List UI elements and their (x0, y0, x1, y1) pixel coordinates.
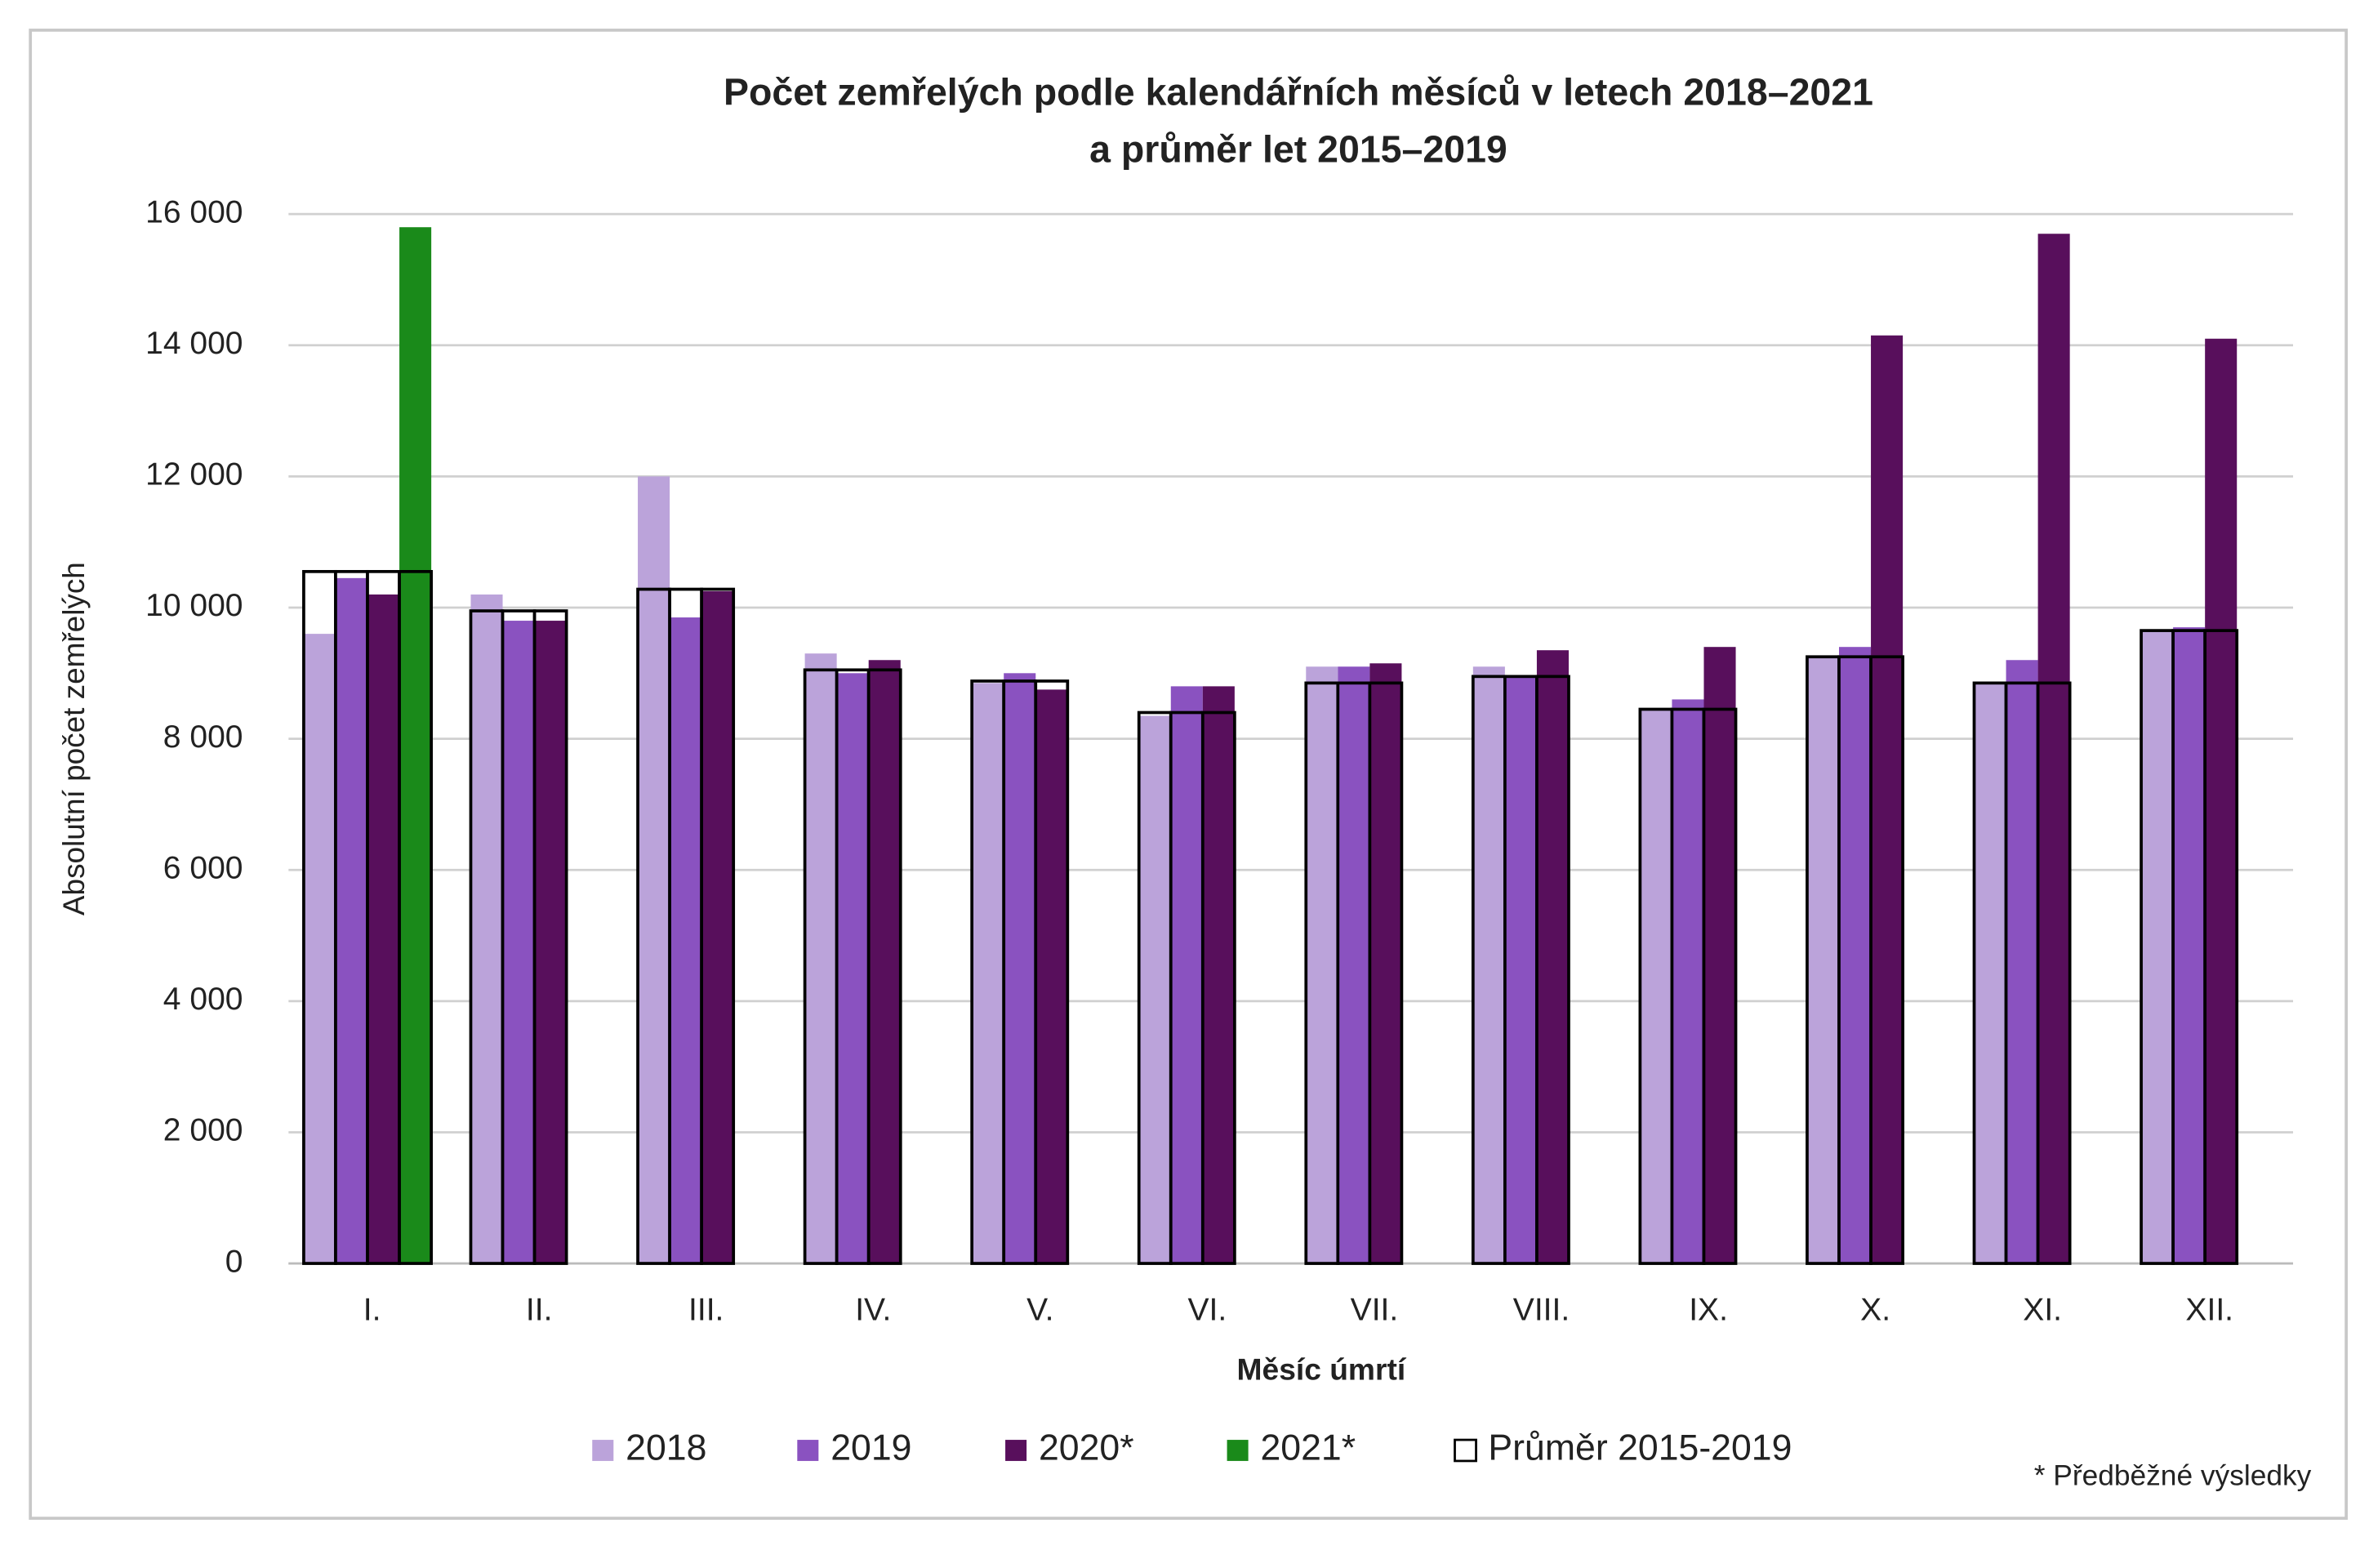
bar (1806, 657, 1839, 1264)
legend-swatch (592, 1440, 614, 1461)
bar (1504, 676, 1537, 1264)
bar (1871, 335, 1904, 1264)
average-bar-outline (398, 569, 433, 1265)
bar (1138, 715, 1171, 1264)
x-tick-label: XII. (2185, 1293, 2233, 1328)
bar (1306, 666, 1338, 1264)
legend-label: 2019 (830, 1428, 911, 1468)
x-tick-label: III. (688, 1293, 724, 1328)
bar (399, 227, 432, 1264)
bar (1838, 647, 1872, 1264)
x-tick-label: II. (526, 1293, 553, 1328)
x-tick-label: IV. (855, 1293, 891, 1328)
x-tick-label: IX. (1689, 1293, 1728, 1328)
bar (2006, 660, 2038, 1264)
bar (804, 653, 837, 1264)
y-tick-label: 12 000 (145, 457, 243, 492)
average-bar-outline (2036, 681, 2072, 1265)
bar (638, 476, 670, 1264)
bar (1640, 709, 1672, 1264)
bar (1004, 673, 1036, 1264)
bar (1536, 650, 1569, 1264)
bar (367, 594, 400, 1264)
legend-swatch (797, 1440, 819, 1461)
bar (2173, 627, 2206, 1264)
legend-swatch (1227, 1440, 1249, 1461)
x-tick-label: X. (1860, 1293, 1890, 1328)
legend-label: Průměr 2015-2019 (1488, 1428, 1792, 1468)
footnote: * Předběžné výsledky (2034, 1460, 2312, 1492)
x-tick-label: V. (1026, 1293, 1053, 1328)
legend-swatch (1005, 1440, 1027, 1461)
bar (1672, 699, 1704, 1264)
x-tick-label: XI. (2023, 1293, 2062, 1328)
bar (670, 617, 702, 1264)
average-bar-outline (1034, 679, 1070, 1265)
y-tick-label: 8 000 (163, 719, 243, 755)
average-bar-outline (866, 668, 902, 1265)
bar (1170, 686, 1203, 1264)
bar (502, 621, 535, 1264)
bar (1202, 686, 1235, 1264)
y-tick-label: 16 000 (145, 195, 243, 230)
bar (701, 590, 734, 1264)
bar (534, 621, 567, 1264)
y-tick-label: 14 000 (145, 326, 243, 361)
bar (335, 577, 368, 1264)
y-tick-label: 4 000 (163, 982, 243, 1017)
y-tick-label: 0 (225, 1244, 243, 1279)
y-tick-label: 10 000 (145, 588, 243, 623)
y-tick-label: 6 000 (163, 851, 243, 886)
bar (1472, 666, 1505, 1264)
bar (2037, 234, 2070, 1264)
bar (1703, 647, 1736, 1264)
bar (1338, 666, 1370, 1264)
bar (972, 683, 1004, 1264)
x-tick-label: VI. (1188, 1293, 1227, 1328)
x-tick-label: I. (363, 1293, 381, 1328)
bar (1035, 689, 1068, 1264)
chart-title: a průměr let 2015–2019 (1089, 128, 1507, 171)
bar (836, 673, 869, 1264)
bar (2141, 630, 2174, 1264)
y-axis-title: Absolutní počet zemřelých (56, 562, 91, 915)
average-bar-outline (2203, 629, 2239, 1265)
average-bar-outline (1368, 681, 1404, 1265)
average-bar-outline (532, 609, 568, 1265)
x-axis-title: Měsíc úmrtí (1237, 1352, 1407, 1387)
bar (2205, 338, 2238, 1264)
bar (868, 660, 901, 1264)
chart-title: Počet zemřelých podle kalendářních měsíc… (724, 71, 1873, 114)
bar (1369, 663, 1402, 1264)
legend-label: 2020* (1039, 1428, 1134, 1468)
bar (303, 634, 336, 1264)
average-bar-outline (1869, 655, 1904, 1265)
y-tick-label: 2 000 (163, 1113, 243, 1148)
legend-swatch (1454, 1438, 1477, 1463)
bar (1974, 683, 2006, 1264)
average-bar-outline (1535, 675, 1570, 1265)
average-bar-outline (700, 587, 736, 1265)
average-bar-outline (1200, 710, 1236, 1265)
x-tick-label: VII. (1351, 1293, 1399, 1328)
bar (470, 594, 503, 1264)
legend-label: 2018 (626, 1428, 706, 1468)
average-bar-outline (1702, 707, 1738, 1265)
x-tick-label: VIII. (1513, 1293, 1570, 1328)
legend-label: 2021* (1260, 1428, 1356, 1468)
